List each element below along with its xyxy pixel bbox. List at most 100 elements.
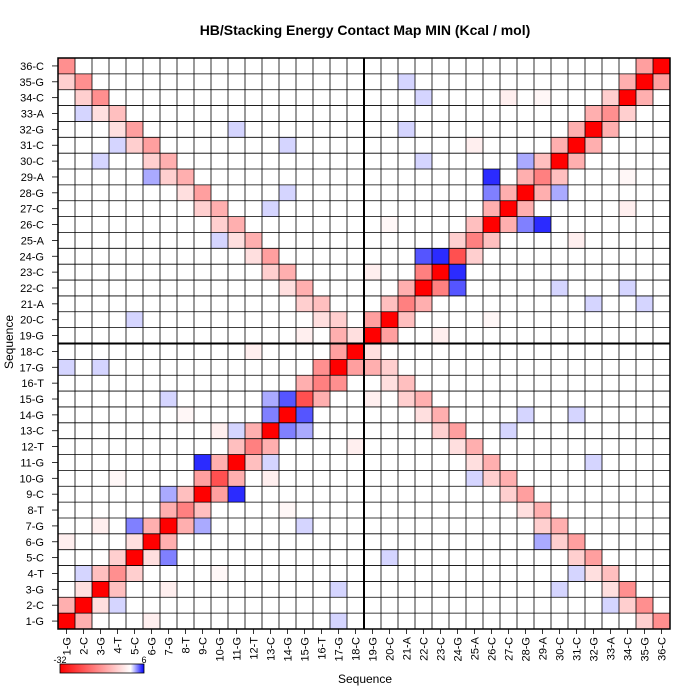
heatmap-cell — [551, 517, 568, 534]
heatmap-cell — [364, 359, 381, 376]
heatmap-cell — [92, 359, 109, 376]
heatmap-cell — [194, 454, 211, 471]
x-tick-label: 3-G — [96, 637, 108, 655]
heatmap-cell — [585, 137, 602, 154]
heatmap-cell — [398, 295, 415, 312]
heatmap-cell — [75, 597, 92, 614]
x-tick-label: 8-T — [181, 637, 193, 654]
heatmap-cell — [109, 105, 126, 122]
heatmap-cell — [92, 517, 109, 534]
heatmap-cell — [194, 502, 211, 518]
heatmap-cell — [364, 391, 381, 407]
heatmap-cell — [211, 216, 228, 233]
y-tick-label: 21-A — [21, 299, 45, 311]
x-tick-label: 34-C — [623, 637, 635, 661]
heatmap-cell — [415, 89, 432, 106]
heatmap-cell — [211, 422, 228, 439]
heatmap-cell — [619, 89, 636, 106]
heatmap-cell — [381, 216, 398, 233]
heatmap-cell — [449, 232, 466, 249]
heatmap-cell — [177, 184, 194, 201]
heatmap-grid — [57, 57, 671, 630]
heatmap-cell — [160, 153, 177, 170]
x-tick-label: 28-G — [521, 637, 533, 661]
heatmap-cell — [415, 280, 432, 296]
heatmap-cell — [330, 343, 347, 360]
heatmap-cell — [75, 565, 92, 582]
heatmap-cell — [58, 597, 75, 614]
heatmap-cell — [126, 311, 143, 328]
heatmap-cell — [517, 169, 534, 185]
heatmap-cell — [347, 343, 364, 360]
y-tick-label: 23-C — [20, 267, 44, 279]
heatmap-cell — [347, 359, 364, 376]
heatmap-cell — [75, 613, 92, 629]
heatmap-cell — [517, 184, 534, 201]
heatmap-cell — [160, 581, 177, 598]
heatmap-cell — [160, 486, 177, 503]
x-tick-label: 10-G — [215, 637, 227, 661]
y-tick-label: 14-G — [20, 410, 44, 422]
heatmap-cell — [211, 565, 228, 582]
heatmap-cell — [330, 581, 347, 598]
y-tick-label: 11-G — [20, 457, 44, 469]
heatmap-cell — [619, 200, 636, 217]
heatmap-cell — [602, 581, 619, 598]
heatmap-cell — [381, 295, 398, 312]
heatmap-cell — [313, 391, 330, 407]
x-tick-label: 23-C — [436, 637, 448, 661]
heatmap-cell — [262, 248, 279, 265]
heatmap-cell — [296, 406, 313, 423]
heatmap-cell — [296, 375, 313, 392]
heatmap-cell — [228, 470, 245, 487]
heatmap-cell — [551, 137, 568, 154]
heatmap-cell — [517, 502, 534, 518]
heatmap-cell — [466, 470, 483, 487]
heatmap-cell — [279, 137, 296, 154]
heatmap-cell — [551, 533, 568, 550]
y-tick-label: 15-G — [20, 394, 44, 406]
heatmap-cell — [432, 327, 449, 344]
heatmap-cell — [347, 327, 364, 344]
heatmap-cell — [143, 549, 160, 566]
heatmap-cell — [262, 264, 279, 281]
heatmap-cell — [143, 137, 160, 154]
heatmap-cell — [449, 280, 466, 296]
heatmap-cell — [279, 280, 296, 296]
heatmap-cell — [449, 264, 466, 281]
heatmap-cell — [347, 438, 364, 455]
heatmap-cell — [602, 597, 619, 614]
heatmap-cell — [75, 73, 92, 90]
heatmap-cell — [483, 216, 500, 233]
heatmap-cell — [245, 343, 262, 360]
heatmap-cell — [228, 121, 245, 138]
heatmap-cell — [262, 391, 279, 407]
heatmap-cell — [636, 73, 653, 90]
heatmap-cell — [636, 613, 653, 629]
heatmap-cell — [279, 184, 296, 201]
heatmap-cell — [568, 549, 585, 566]
heatmap-cell — [126, 517, 143, 534]
heatmap-cell — [500, 184, 517, 201]
heatmap-cell — [75, 89, 92, 106]
x-tick-label: 22-C — [419, 637, 431, 661]
x-tick-label: 30-C — [555, 637, 567, 661]
heatmap-cell — [585, 565, 602, 582]
heatmap-cell — [534, 533, 551, 550]
heatmap-cell — [143, 613, 160, 629]
heatmap-cell — [602, 565, 619, 582]
heatmap-cell — [228, 438, 245, 455]
heatmap-cell — [211, 200, 228, 217]
y-tick-label: 9-C — [26, 489, 44, 501]
heatmap-cell — [126, 565, 143, 582]
y-axis-label: Sequence — [2, 315, 16, 369]
heatmap-cell — [415, 248, 432, 265]
heatmap-cell — [466, 137, 483, 154]
heatmap-cell — [619, 169, 636, 185]
heatmap-cell — [534, 216, 551, 233]
heatmap-cell — [262, 200, 279, 217]
x-tick-label: 27-C — [504, 637, 516, 661]
heatmap-cell — [92, 597, 109, 614]
heatmap-cell — [296, 391, 313, 407]
heatmap-cell — [126, 533, 143, 550]
